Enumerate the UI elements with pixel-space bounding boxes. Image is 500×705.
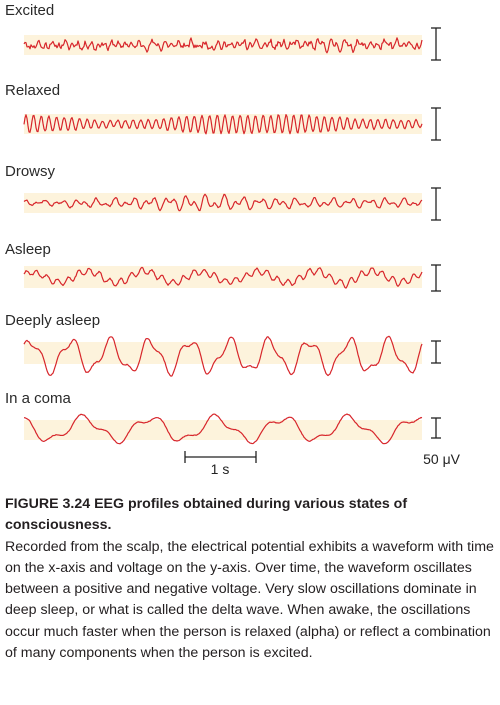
state-label-coma: In a coma — [5, 390, 71, 407]
eeg-trace-deeply-asleep — [23, 335, 423, 377]
state-label-asleep: Asleep — [5, 241, 51, 258]
eeg-trace-coma — [23, 413, 423, 445]
eeg-waveform-line — [23, 37, 423, 54]
time-scale-bar — [184, 451, 257, 463]
state-label-drowsy: Drowsy — [5, 163, 56, 180]
state-label-deeply-asleep: Deeply asleep — [5, 312, 101, 329]
eeg-trace-drowsy — [23, 193, 423, 212]
eeg-waveform-line — [23, 335, 423, 377]
caption-body: Recorded from the scalp, the electrical … — [5, 538, 494, 662]
eeg-waveform-line — [23, 413, 423, 445]
time-scale-label: 1 s — [211, 461, 230, 477]
state-label-relaxed: Relaxed — [5, 82, 61, 99]
eeg-waveform-line — [23, 114, 423, 135]
eeg-trace-relaxed — [23, 114, 423, 135]
voltage-scale-label: 50 μV — [423, 451, 461, 467]
eeg-waveform-line — [23, 266, 423, 289]
voltage-scale-bar — [431, 340, 441, 364]
time-scale: 1 s 50 μV — [184, 451, 461, 477]
eeg-waveform-line — [23, 193, 423, 212]
caption-title: FIGURE 3.24 EEG profiles obtained during… — [5, 496, 408, 534]
figure-caption: FIGURE 3.24 EEG profiles obtained during… — [5, 494, 495, 664]
voltage-scale-bar — [431, 417, 441, 439]
voltage-scale-bar — [431, 264, 441, 292]
voltage-scale-bar — [431, 187, 441, 221]
trace-band — [24, 193, 422, 213]
voltage-scale-bar — [431, 27, 441, 61]
eeg-trace-excited — [23, 37, 423, 54]
voltage-scale-bar — [431, 107, 441, 141]
eeg-trace-asleep — [23, 266, 423, 289]
state-label-excited: Excited — [5, 2, 55, 19]
